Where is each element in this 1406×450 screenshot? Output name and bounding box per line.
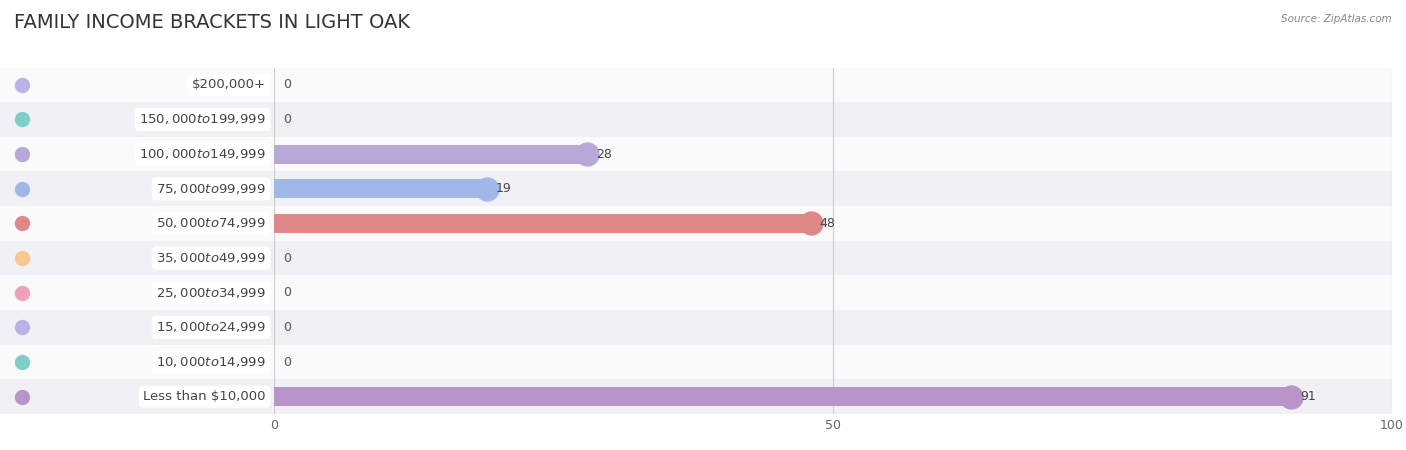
Text: Less than $10,000: Less than $10,000 bbox=[143, 390, 266, 403]
Text: 0: 0 bbox=[283, 286, 291, 299]
Bar bbox=[0, 379, 274, 414]
Text: 91: 91 bbox=[1301, 390, 1316, 403]
Bar bbox=[274, 206, 1392, 241]
Text: $50,000 to $74,999: $50,000 to $74,999 bbox=[156, 216, 266, 230]
Bar bbox=[274, 345, 1392, 379]
Bar bbox=[274, 144, 588, 164]
Bar bbox=[0, 241, 274, 275]
Text: $200,000+: $200,000+ bbox=[193, 78, 266, 91]
Text: 0: 0 bbox=[283, 78, 291, 91]
Bar bbox=[274, 214, 811, 233]
Bar bbox=[274, 68, 1392, 102]
Bar bbox=[0, 310, 274, 345]
Bar bbox=[0, 102, 274, 137]
Text: 48: 48 bbox=[820, 217, 835, 230]
Text: $10,000 to $14,999: $10,000 to $14,999 bbox=[156, 355, 266, 369]
Bar bbox=[274, 275, 1392, 310]
Text: 0: 0 bbox=[283, 321, 291, 334]
Bar bbox=[274, 310, 1392, 345]
Text: $150,000 to $199,999: $150,000 to $199,999 bbox=[139, 112, 266, 126]
Text: $100,000 to $149,999: $100,000 to $149,999 bbox=[139, 147, 266, 161]
Bar bbox=[274, 179, 486, 198]
Bar bbox=[0, 137, 274, 171]
Bar bbox=[274, 102, 1392, 137]
Bar bbox=[0, 171, 274, 206]
Text: $75,000 to $99,999: $75,000 to $99,999 bbox=[156, 182, 266, 196]
Bar bbox=[274, 241, 1392, 275]
Bar bbox=[0, 345, 274, 379]
Text: 0: 0 bbox=[283, 356, 291, 369]
Bar bbox=[274, 387, 1291, 406]
Bar bbox=[274, 137, 1392, 171]
Text: 28: 28 bbox=[596, 148, 612, 161]
Text: Source: ZipAtlas.com: Source: ZipAtlas.com bbox=[1281, 14, 1392, 23]
Text: 0: 0 bbox=[283, 113, 291, 126]
Bar bbox=[274, 379, 1392, 414]
Text: $15,000 to $24,999: $15,000 to $24,999 bbox=[156, 320, 266, 334]
Text: 19: 19 bbox=[495, 182, 512, 195]
Bar bbox=[0, 206, 274, 241]
Bar bbox=[274, 171, 1392, 206]
Bar bbox=[0, 68, 274, 102]
Text: 0: 0 bbox=[283, 252, 291, 265]
Text: $35,000 to $49,999: $35,000 to $49,999 bbox=[156, 251, 266, 265]
Text: $25,000 to $34,999: $25,000 to $34,999 bbox=[156, 286, 266, 300]
Text: FAMILY INCOME BRACKETS IN LIGHT OAK: FAMILY INCOME BRACKETS IN LIGHT OAK bbox=[14, 14, 411, 32]
Bar bbox=[0, 275, 274, 310]
